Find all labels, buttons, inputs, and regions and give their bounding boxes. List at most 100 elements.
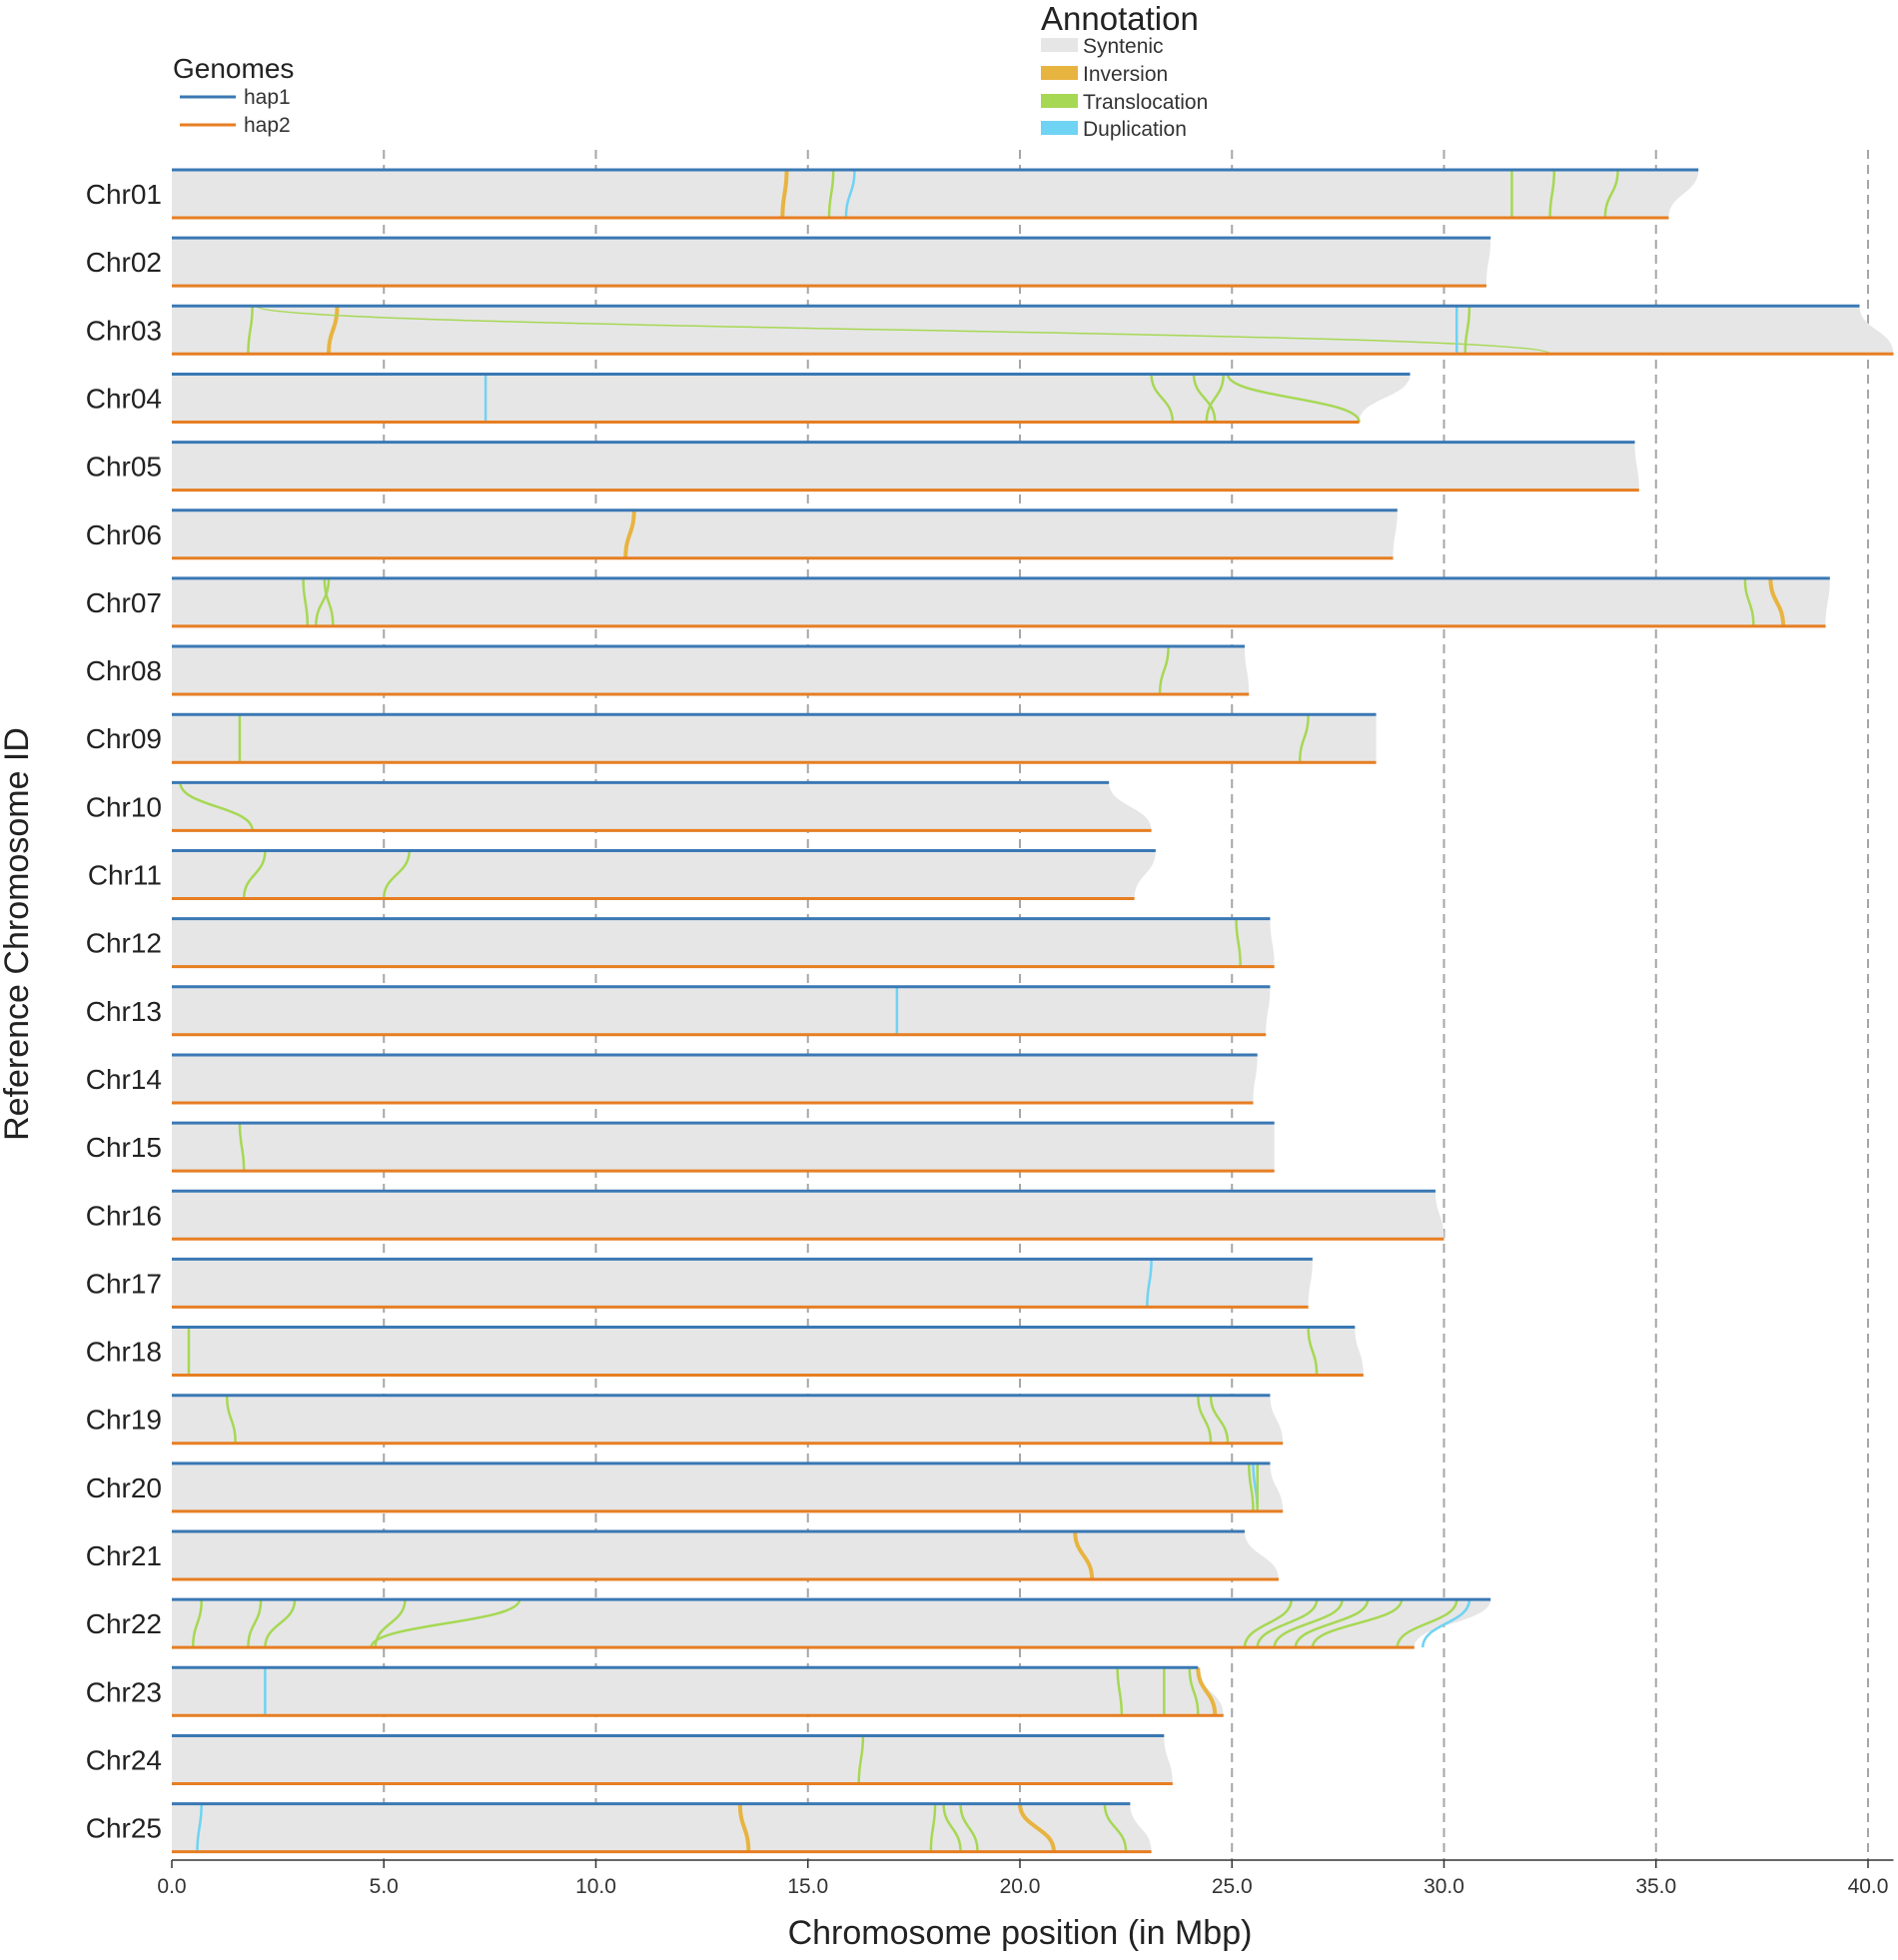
translocation-mark [256, 305, 1551, 355]
annotation-legend-title: Annotation [1041, 0, 1199, 37]
legend-hap2-label: hap2 [244, 114, 291, 137]
legend-duplication-label: Duplication [1083, 118, 1187, 141]
syntenic-ribbon-chr17 [172, 1259, 1313, 1308]
x-tick-label: 5.0 [370, 1875, 399, 1898]
chromosome-label: Chr18 [86, 1337, 162, 1368]
chromosome-chr10: Chr10 [86, 780, 1152, 832]
x-tick-label: 35.0 [1635, 1875, 1676, 1898]
chromosome-chr13: Chr13 [86, 985, 1271, 1037]
translocation-mark [1298, 714, 1310, 763]
chromosome-label: Chr07 [86, 587, 162, 618]
translocation-mark [1256, 1598, 1319, 1648]
syntenic-ribbon-chr12 [172, 918, 1275, 967]
x-tick-label: 20.0 [1000, 1875, 1041, 1898]
chromosome-chr09: Chr09 [86, 712, 1377, 764]
inversion-mark [623, 509, 636, 558]
chromosome-chr18: Chr18 [86, 1326, 1364, 1378]
syntenic-ribbon-chr21 [172, 1531, 1279, 1579]
inversion-mark [1196, 1667, 1218, 1716]
translocation-mark [1116, 1667, 1124, 1716]
translocation-mark [238, 1123, 246, 1172]
translocation-mark [302, 577, 310, 626]
translocation-mark [247, 1599, 263, 1648]
chromosome-label: Chr21 [86, 1540, 162, 1571]
inversion-mark [1073, 1530, 1095, 1580]
legend-duplication-swatch [1041, 121, 1078, 135]
chromosome-label: Chr03 [86, 315, 162, 346]
chromosome-label: Chr16 [86, 1200, 162, 1231]
duplication-mark [1146, 1259, 1153, 1308]
chromosome-label: Chr14 [86, 1064, 162, 1095]
x-tick-label: 30.0 [1424, 1875, 1464, 1898]
syntenic-ribbon-chr25 [172, 1803, 1152, 1852]
inversion-mark [737, 1803, 751, 1852]
translocation-mark [191, 1599, 203, 1648]
syntenic-ribbon-chr14 [172, 1054, 1258, 1103]
chromosome-label: Chr22 [86, 1608, 162, 1639]
translocation-mark [1548, 169, 1556, 219]
y-axis-title: Reference Chromosome ID [0, 727, 36, 1141]
chromosome-label: Chr23 [86, 1676, 162, 1707]
translocation-mark [1307, 1327, 1319, 1376]
translocation-mark [1463, 306, 1471, 355]
syntenic-ribbon-chr24 [172, 1735, 1173, 1784]
syntenic-ribbon-chr08 [172, 646, 1250, 695]
chromosome-chr15: Chr15 [86, 1121, 1275, 1173]
duplication-mark [844, 169, 856, 219]
translocation-mark [247, 306, 254, 355]
legend-hap1-label: hap1 [244, 86, 291, 109]
syntenic-ribbon-chr22 [172, 1599, 1491, 1648]
translocation-mark [1603, 169, 1619, 219]
syntenic-ribbon-chr10 [172, 782, 1152, 831]
chromosome-chr04: Chr04 [86, 372, 1411, 424]
chromosome-chr11: Chr11 [88, 849, 1156, 900]
chromosome-chr21: Chr21 [86, 1529, 1279, 1581]
duplication-mark [196, 1803, 203, 1852]
chromosome-chr14: Chr14 [86, 1053, 1258, 1105]
translocation-mark [323, 577, 335, 626]
translocation-mark [1226, 374, 1361, 423]
translocation-mark [1743, 577, 1755, 626]
chromosome-chr19: Chr19 [86, 1394, 1284, 1446]
translocation-mark [1247, 1463, 1255, 1511]
chromosome-label: Chr02 [86, 247, 162, 278]
x-tick-label: 25.0 [1212, 1875, 1253, 1898]
chromosome-chr12: Chr12 [86, 917, 1275, 969]
syntenic-ribbon-chr01 [172, 170, 1699, 218]
translocation-mark [370, 1598, 521, 1648]
chromosome-chr23: Chr23 [86, 1665, 1224, 1717]
chromosome-label: Chr25 [86, 1813, 162, 1844]
chromosome-chr20: Chr20 [86, 1462, 1284, 1513]
x-axis-title: Chromosome position (in Mbp) [788, 1914, 1253, 1952]
translocation-mark [1294, 1598, 1370, 1648]
translocation-mark [942, 1803, 962, 1852]
translocation-mark [1205, 374, 1226, 423]
syntenic-ribbon-chr11 [172, 850, 1156, 899]
translocation-mark [857, 1735, 865, 1784]
chromosome-label: Chr08 [86, 655, 162, 686]
chromosome-chr24: Chr24 [86, 1733, 1173, 1785]
annotation-legend: Annotation Syntenic Inversion Translocat… [1041, 0, 1208, 141]
chromosome-chr22: Chr22 [86, 1597, 1491, 1649]
syntenic-ribbon-chr09 [172, 714, 1377, 763]
chromosome-chr02: Chr02 [86, 236, 1491, 288]
translocation-mark [1103, 1803, 1128, 1852]
syntenic-ribbon-chr20 [172, 1463, 1284, 1511]
chromosome-label: Chr09 [86, 723, 162, 754]
syntenic-ribbon-chr07 [172, 577, 1830, 626]
translocation-mark [1243, 1598, 1293, 1648]
syntenic-ribbon-chr23 [172, 1667, 1224, 1716]
syntenic-ribbon-chr05 [172, 442, 1639, 490]
syntenic-ribbon-chr18 [172, 1327, 1364, 1376]
chromosome-chr03: Chr03 [86, 304, 1894, 356]
legend-translocation-swatch [1041, 94, 1078, 108]
x-tick-label: 0.0 [157, 1875, 186, 1898]
genomes-legend-title: Genomes [173, 53, 294, 84]
translocation-mark [1197, 1395, 1213, 1444]
chromosome-chr16: Chr16 [86, 1189, 1444, 1241]
genomes-legend: Genomes hap1 hap2 [173, 53, 294, 137]
x-tick-label: 15.0 [787, 1875, 828, 1898]
chromosome-label: Chr04 [86, 383, 162, 414]
legend-syntenic-swatch [1041, 38, 1078, 52]
